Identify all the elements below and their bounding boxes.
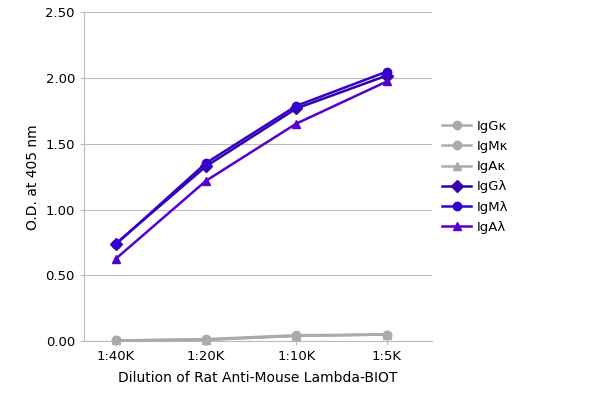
IgGλ xyxy=(112,241,119,246)
Line: IgAκ: IgAκ xyxy=(112,330,391,344)
IgGλ xyxy=(293,106,300,111)
IgGλ xyxy=(383,73,391,78)
IgAκ xyxy=(202,337,209,342)
Y-axis label: O.D. at 405 nm: O.D. at 405 nm xyxy=(26,124,40,230)
IgGλ xyxy=(202,164,209,169)
IgMλ xyxy=(293,103,300,108)
IgAλ xyxy=(202,178,209,183)
IgAκ xyxy=(112,338,119,343)
IgMλ xyxy=(202,161,209,166)
IgGκ xyxy=(293,333,300,338)
IgAκ xyxy=(293,333,300,338)
IgAλ xyxy=(293,121,300,126)
IgAλ xyxy=(383,79,391,84)
IgMκ xyxy=(383,332,391,337)
IgMλ xyxy=(383,69,391,74)
IgMκ xyxy=(293,333,300,338)
IgGκ xyxy=(202,337,209,342)
IgMκ xyxy=(112,338,119,343)
IgGκ xyxy=(112,338,119,343)
IgAλ xyxy=(112,256,119,262)
IgGκ xyxy=(383,332,391,337)
Line: IgMλ: IgMλ xyxy=(112,67,391,249)
Line: IgGκ: IgGκ xyxy=(112,330,391,344)
IgAκ xyxy=(383,332,391,337)
Line: IgGλ: IgGλ xyxy=(112,72,391,248)
Legend: IgGκ, IgMκ, IgAκ, IgGλ, IgMλ, IgAλ: IgGκ, IgMκ, IgAκ, IgGλ, IgMλ, IgAλ xyxy=(442,120,508,234)
Line: IgAλ: IgAλ xyxy=(112,77,391,263)
Line: IgMκ: IgMκ xyxy=(112,330,391,344)
IgMκ xyxy=(202,337,209,342)
X-axis label: Dilution of Rat Anti-Mouse Lambda-BIOT: Dilution of Rat Anti-Mouse Lambda-BIOT xyxy=(118,371,398,386)
IgMλ xyxy=(112,242,119,247)
